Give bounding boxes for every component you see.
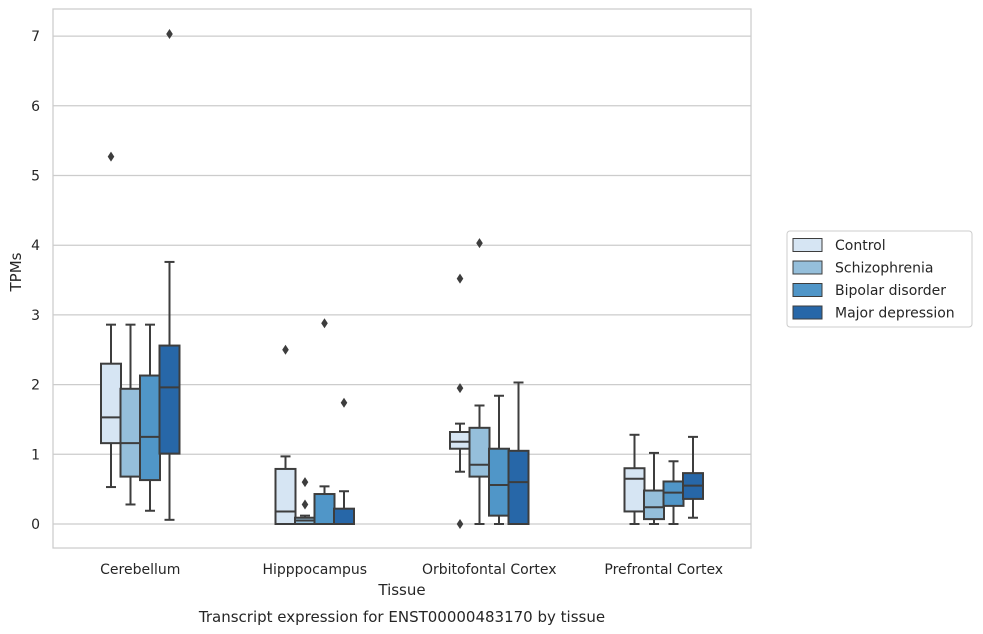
box-iqr xyxy=(488,447,510,517)
y-axis-label: TPMs xyxy=(7,252,25,292)
legend-label: Bipolar disorder xyxy=(835,283,946,299)
x-tick-label: Orbitofontal Cortex xyxy=(422,562,557,578)
box-major-depression xyxy=(682,435,704,519)
box-control xyxy=(100,151,122,489)
box-major-depression xyxy=(507,381,530,525)
legend-frame xyxy=(786,230,973,328)
legend-label: Major depression xyxy=(835,306,955,322)
outlier-point xyxy=(456,383,464,394)
y-tick-label: 2 xyxy=(31,378,40,394)
y-tick-label: 0 xyxy=(31,517,40,533)
box-plot-series xyxy=(100,29,704,529)
outlier-point xyxy=(456,273,464,284)
chart-caption: Transcript expression for ENST0000048317… xyxy=(198,608,605,626)
outlier-point xyxy=(107,151,115,162)
box-iqr xyxy=(643,489,665,521)
plot-frame xyxy=(52,8,752,549)
legend-swatch xyxy=(792,238,823,252)
y-tick-label: 4 xyxy=(31,238,40,254)
y-tick-label: 1 xyxy=(31,447,40,463)
outlier-point xyxy=(321,318,328,329)
box-iqr xyxy=(662,480,685,507)
outlier-point xyxy=(476,238,483,249)
legend-swatch xyxy=(792,283,823,297)
box-iqr xyxy=(623,467,646,513)
box-iqr xyxy=(274,467,297,526)
box-iqr xyxy=(333,507,355,525)
box-iqr xyxy=(449,430,471,450)
box-iqr xyxy=(139,374,161,482)
legend: Control Schizophrenia Bipolar disorder Majo… xyxy=(786,230,973,328)
box-iqr xyxy=(158,344,181,455)
box-schizophrenia xyxy=(294,477,316,525)
box-bipolar-disorder xyxy=(488,394,510,525)
box-schizophrenia xyxy=(468,238,491,525)
x-tick-label: Hipppocampus xyxy=(262,562,367,578)
x-tick-label: Cerebellum xyxy=(100,562,180,578)
y-tick-label: 6 xyxy=(31,99,40,115)
outlier-point xyxy=(301,477,309,488)
box-control xyxy=(623,433,646,525)
box-control xyxy=(274,344,297,526)
box-iqr xyxy=(313,493,336,525)
outlier-point xyxy=(282,344,289,355)
y-tick-label: 3 xyxy=(31,308,40,324)
legend-label: Control xyxy=(835,238,886,254)
box-iqr xyxy=(507,449,530,525)
box-iqr xyxy=(100,362,122,445)
box-iqr xyxy=(468,426,491,478)
y-tick-label: 7 xyxy=(31,29,40,45)
y-axis-ticks: 0 1 2 3 4 5 6 7 xyxy=(31,29,40,533)
outlier-point xyxy=(340,397,348,408)
box-major-depression xyxy=(333,397,355,525)
x-tick-label: Prefrontal Cortex xyxy=(604,562,723,578)
outlier-point xyxy=(166,29,173,40)
box-control xyxy=(449,273,471,529)
legend-swatch xyxy=(792,305,823,320)
x-axis-label: Tissue xyxy=(377,581,425,599)
x-axis-ticks: Cerebellum Hipppocampus Orbitofontal Corte… xyxy=(100,562,723,578)
legend-label: Schizophrenia xyxy=(835,261,933,277)
outlier-point xyxy=(301,499,309,510)
y-tick-label: 5 xyxy=(31,169,40,185)
box-bipolar-disorder xyxy=(139,323,161,512)
legend-swatch xyxy=(792,260,823,275)
box-iqr xyxy=(119,387,142,478)
box-major-depression xyxy=(158,29,181,521)
outlier-point xyxy=(456,519,464,529)
